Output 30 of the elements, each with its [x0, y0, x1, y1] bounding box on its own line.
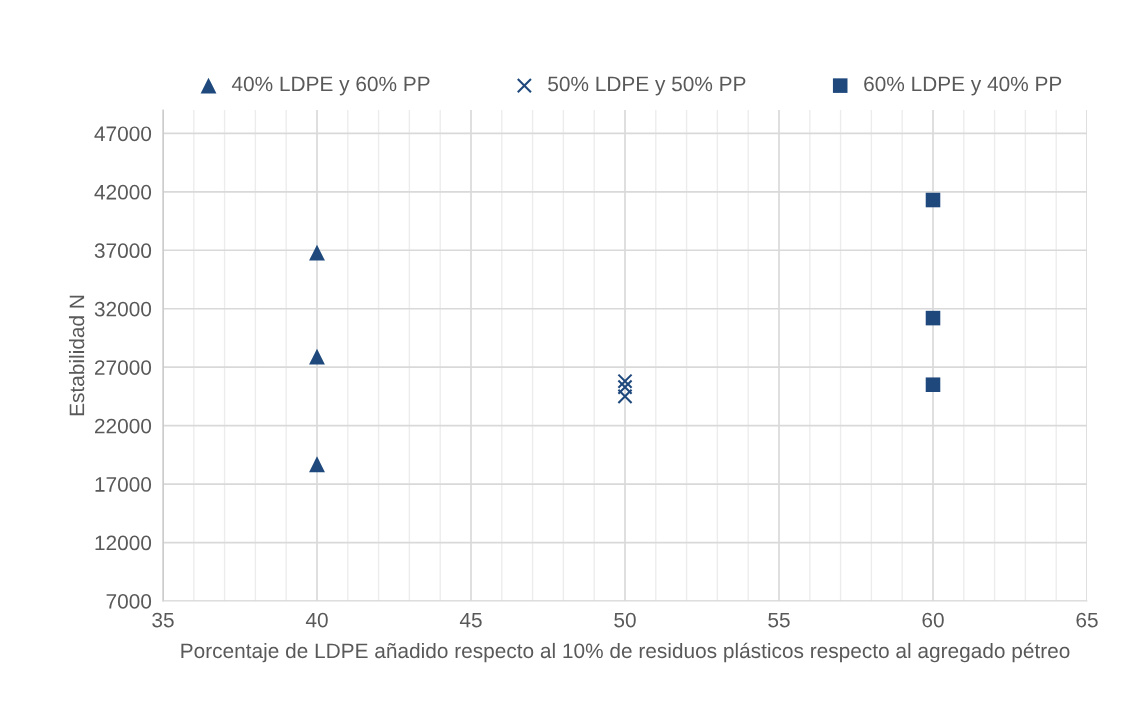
y-tick-label: 17000: [95, 477, 152, 492]
point: [309, 456, 325, 473]
x-tick-label: 60: [922, 612, 944, 628]
x-axis-title: Porcentaje de LDPE añadido respecto al 10% de residuos plásticos respecto al agregado pétreo: [181, 642, 1070, 663]
y-axis-title: Estabilidad N: [68, 295, 85, 416]
x-tick-label: 65: [1076, 612, 1098, 628]
point: [925, 377, 941, 393]
y-tick-label: 7000: [106, 594, 152, 609]
y-tick-label: 32000: [94, 301, 152, 317]
legend-label: 60% LDPE y 40% PP: [864, 76, 1062, 96]
x-tick-label: 50: [614, 612, 636, 628]
legend-label: 40% LDPE y 60% PP: [231, 76, 430, 96]
y-tick-label: 42000: [94, 184, 152, 200]
x-tick-label: 55: [768, 612, 790, 628]
x-tick-label: 35: [152, 612, 174, 628]
point: [617, 373, 633, 389]
point: [925, 192, 941, 208]
point: [925, 310, 941, 326]
y-tick-label: 47000: [94, 126, 152, 142]
y-tick-label: 37000: [94, 243, 152, 259]
y-tick-label: 12000: [95, 535, 152, 551]
x-tick-label: 45: [459, 612, 482, 628]
legend-label: 50% LDPE y 50% PP: [548, 76, 746, 96]
point: [617, 379, 633, 395]
x-tick-label: 40: [305, 612, 328, 628]
point: [309, 244, 325, 261]
point: [617, 388, 633, 405]
point: [309, 348, 325, 365]
y-tick-label: 22000: [95, 418, 152, 434]
y-tick-label: 27000: [95, 360, 152, 375]
